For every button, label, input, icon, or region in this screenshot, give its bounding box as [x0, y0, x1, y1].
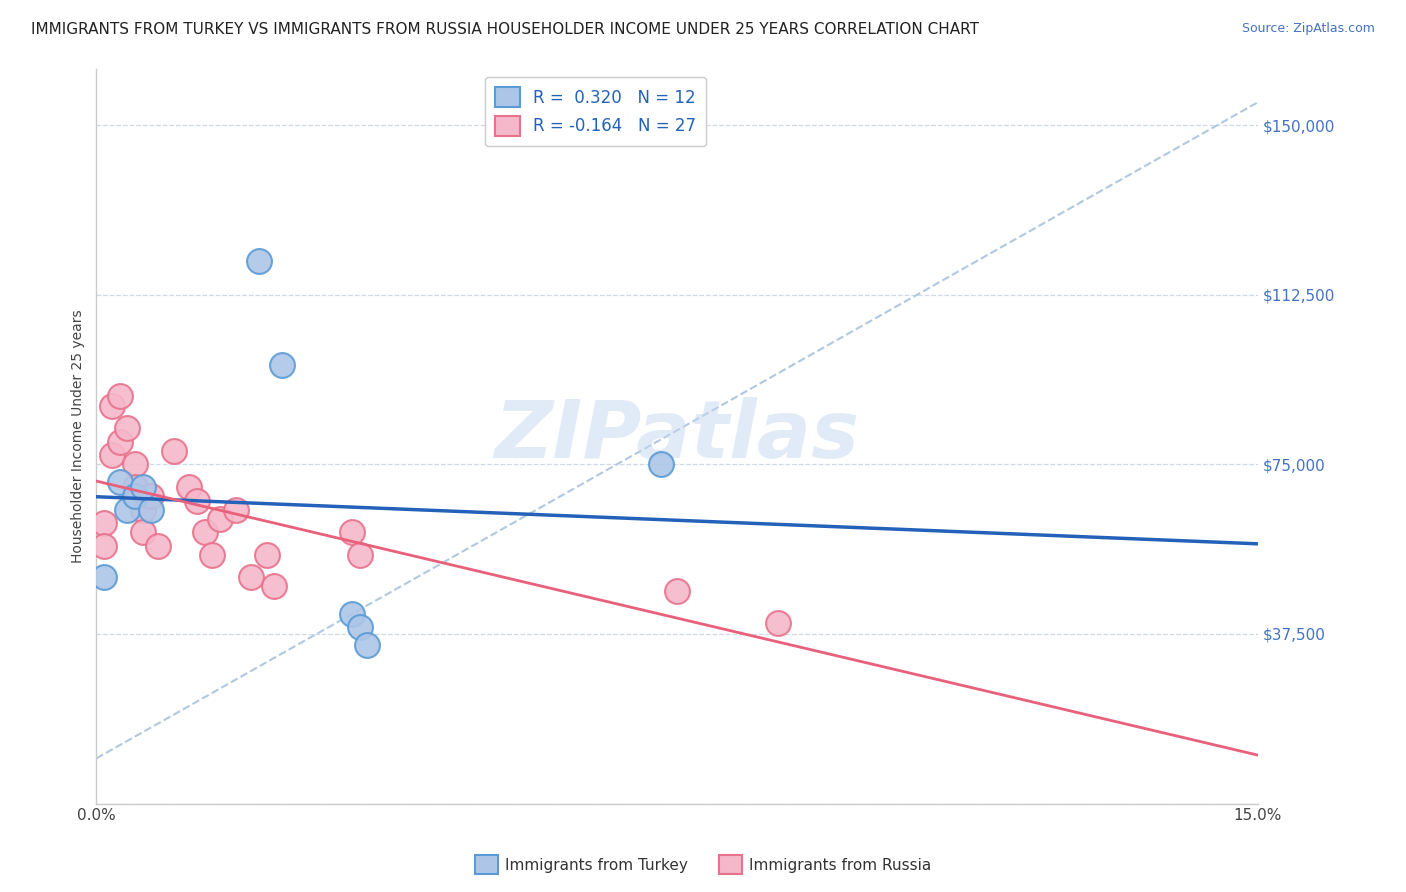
Point	[93, 570, 115, 584]
Point	[340, 525, 363, 540]
Legend: R =  0.320   N = 12, R = -0.164   N = 27: R = 0.320 N = 12, R = -0.164 N = 27	[485, 77, 706, 146]
Point	[194, 525, 217, 540]
Point	[263, 579, 285, 593]
Point	[665, 584, 688, 599]
Point	[209, 511, 232, 525]
Point	[349, 620, 371, 634]
Point	[340, 607, 363, 621]
Point	[186, 493, 208, 508]
Point	[766, 615, 789, 630]
Point	[108, 389, 131, 403]
Point	[124, 458, 146, 472]
Point	[117, 502, 139, 516]
Point	[650, 458, 672, 472]
Point	[108, 475, 131, 490]
Point	[163, 443, 186, 458]
Point	[201, 548, 224, 562]
Point	[271, 358, 294, 372]
Point	[139, 489, 162, 503]
Point	[132, 480, 155, 494]
Point	[101, 448, 124, 462]
Point	[240, 570, 263, 584]
Point	[349, 548, 371, 562]
Point	[93, 539, 115, 553]
Point	[356, 638, 378, 652]
Point	[124, 489, 146, 503]
Point	[132, 525, 155, 540]
Text: Source: ZipAtlas.com: Source: ZipAtlas.com	[1241, 22, 1375, 36]
Point	[148, 539, 170, 553]
Point	[108, 434, 131, 449]
Point	[179, 480, 201, 494]
Text: IMMIGRANTS FROM TURKEY VS IMMIGRANTS FROM RUSSIA HOUSEHOLDER INCOME UNDER 25 YEA: IMMIGRANTS FROM TURKEY VS IMMIGRANTS FRO…	[31, 22, 979, 37]
Point	[132, 502, 155, 516]
Point	[124, 480, 146, 494]
Point	[256, 548, 278, 562]
Point	[117, 421, 139, 435]
Y-axis label: Householder Income Under 25 years: Householder Income Under 25 years	[72, 310, 86, 563]
Point	[139, 502, 162, 516]
Point	[93, 516, 115, 530]
Point	[225, 502, 247, 516]
Text: ZIPatlas: ZIPatlas	[495, 397, 859, 475]
Point	[101, 399, 124, 413]
Point	[247, 253, 270, 268]
Legend: Immigrants from Turkey, Immigrants from Russia: Immigrants from Turkey, Immigrants from …	[468, 849, 938, 880]
